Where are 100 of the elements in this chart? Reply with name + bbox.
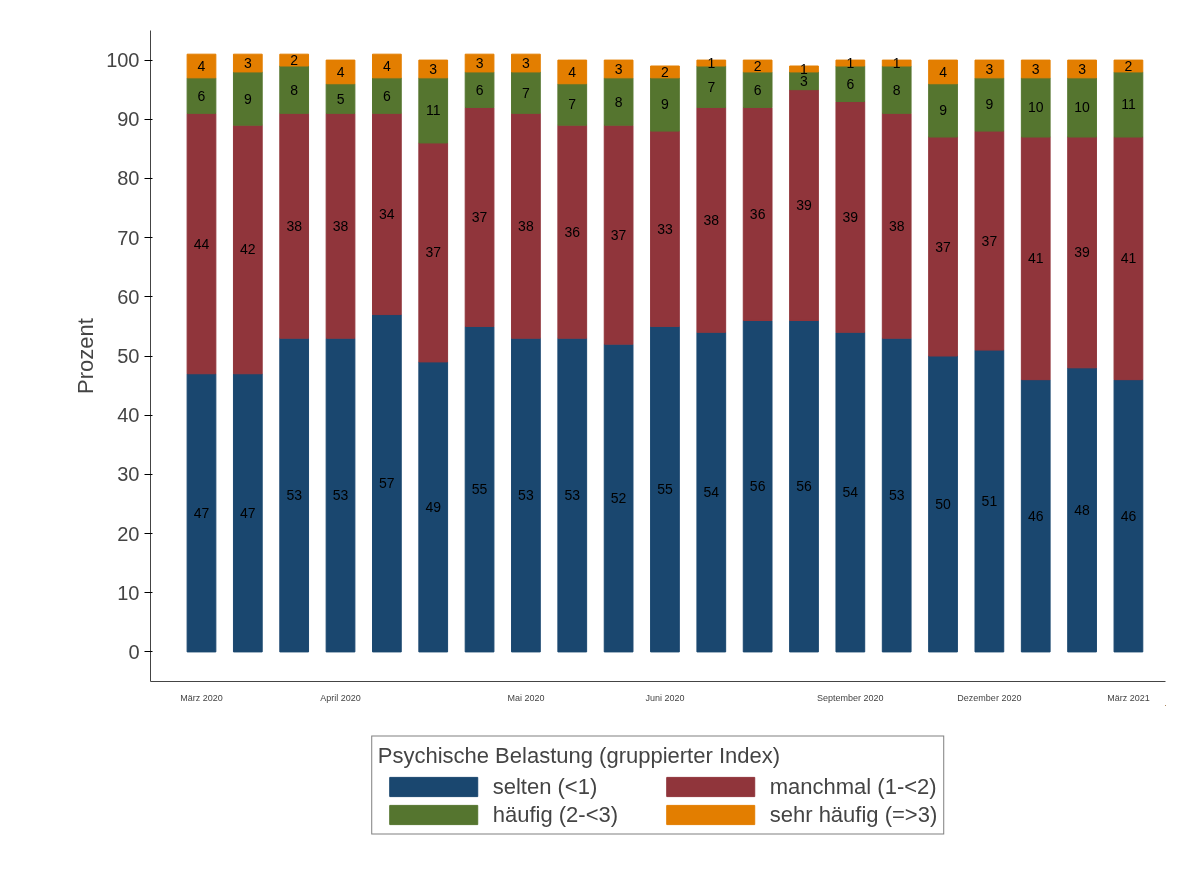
- bar: [789, 65, 819, 73]
- data-label: 36: [564, 223, 581, 240]
- bar: [1020, 379, 1051, 653]
- bar: [418, 361, 449, 653]
- bar: [650, 77, 680, 132]
- data-label: 38: [332, 217, 349, 234]
- bar: [1113, 59, 1144, 73]
- bar: [464, 325, 495, 653]
- data-label: 4: [382, 58, 391, 75]
- data-label: 55: [471, 481, 488, 498]
- y-tick-label: 80: [117, 167, 140, 190]
- bar: [1020, 77, 1051, 138]
- data-label: 6: [382, 87, 391, 104]
- bar: [789, 319, 819, 653]
- bar: [974, 77, 1005, 132]
- bar: [696, 59, 727, 67]
- bar: [418, 77, 449, 144]
- data-label: 41: [1120, 250, 1137, 267]
- data-label: 38: [703, 211, 720, 228]
- x-tick-label: September 2020: [817, 692, 884, 703]
- y-tick-label: 0: [128, 640, 140, 663]
- legend-label: häufig (2-<3): [492, 801, 620, 828]
- y-tick-label: 30: [117, 463, 140, 486]
- bar: [650, 325, 680, 653]
- bar: [464, 106, 495, 327]
- bar: [1113, 136, 1144, 381]
- data-label: 2: [290, 52, 299, 69]
- data-label: 6: [753, 81, 762, 98]
- bar: [881, 112, 912, 339]
- bar: [511, 53, 541, 73]
- x-tick-label: Dezember 2020: [957, 692, 1022, 703]
- bar: [742, 59, 773, 73]
- bar: [279, 53, 310, 67]
- data-label: 8: [614, 93, 623, 110]
- data-label: 53: [564, 487, 581, 504]
- bar: [557, 337, 588, 653]
- data-label: 3: [429, 60, 438, 77]
- data-label: 46: [1027, 507, 1044, 524]
- y-tick-label: 100: [106, 49, 140, 72]
- data-label: 1: [892, 55, 901, 72]
- y-tick-label: 20: [117, 522, 140, 545]
- data-label: 49: [425, 498, 442, 515]
- data-label: 37: [471, 208, 488, 225]
- data-label: 3: [1078, 60, 1087, 77]
- data-label: 46: [1120, 507, 1137, 524]
- data-label: 47: [193, 504, 210, 521]
- data-label: 53: [888, 487, 905, 504]
- bar: [696, 106, 727, 333]
- data-label: 3: [985, 60, 994, 77]
- data-label: 4: [336, 63, 345, 80]
- data-label: 37: [610, 226, 627, 243]
- bar: [1113, 71, 1144, 138]
- data-label: 38: [518, 217, 534, 234]
- data-label: 55: [657, 481, 673, 498]
- legend-title: Psychische Belastung (gruppierter Index): [377, 742, 782, 769]
- bar: [603, 343, 634, 653]
- bar: [928, 136, 958, 357]
- data-label: 41: [1027, 250, 1044, 267]
- data-label: 34: [379, 205, 395, 222]
- bar: [511, 71, 541, 114]
- y-tick-label: 60: [117, 285, 140, 308]
- data-label: 2: [753, 58, 762, 75]
- bar: [742, 106, 773, 321]
- data-label: 54: [842, 484, 859, 501]
- data-label: 44: [193, 235, 210, 252]
- data-label: 48: [1074, 501, 1091, 518]
- data-label: 3: [1031, 60, 1040, 77]
- data-label: 9: [985, 96, 994, 113]
- bar: [372, 112, 402, 316]
- bar: [372, 314, 402, 653]
- bar: [974, 59, 1005, 79]
- data-label: 37: [981, 232, 998, 249]
- data-label: 3: [475, 55, 484, 72]
- data-label: 8: [892, 81, 901, 98]
- data-label: 39: [1074, 244, 1091, 261]
- bar: [232, 71, 263, 126]
- data-label: 2: [661, 63, 670, 80]
- data-label: 9: [243, 90, 252, 107]
- data-label: 53: [332, 487, 349, 504]
- bar: [325, 112, 356, 339]
- data-label: 6: [475, 81, 484, 98]
- bar: [186, 77, 217, 114]
- data-label: 42: [240, 241, 256, 258]
- bar: [928, 59, 958, 85]
- bar: [696, 331, 727, 653]
- data-label: 54: [703, 484, 720, 501]
- bar: [1113, 379, 1144, 653]
- bar: [603, 77, 634, 126]
- bar: [464, 71, 495, 108]
- bar: [603, 124, 634, 345]
- bar: [418, 59, 449, 79]
- data-label: 3: [522, 55, 531, 72]
- y-tick-label: 10: [117, 581, 140, 604]
- bar: [1067, 367, 1097, 653]
- bar: [928, 83, 958, 138]
- bar: [835, 59, 866, 67]
- data-label: 39: [842, 208, 859, 225]
- bar: [232, 124, 263, 375]
- y-tick-label: 50: [117, 345, 140, 367]
- bar: [511, 337, 541, 653]
